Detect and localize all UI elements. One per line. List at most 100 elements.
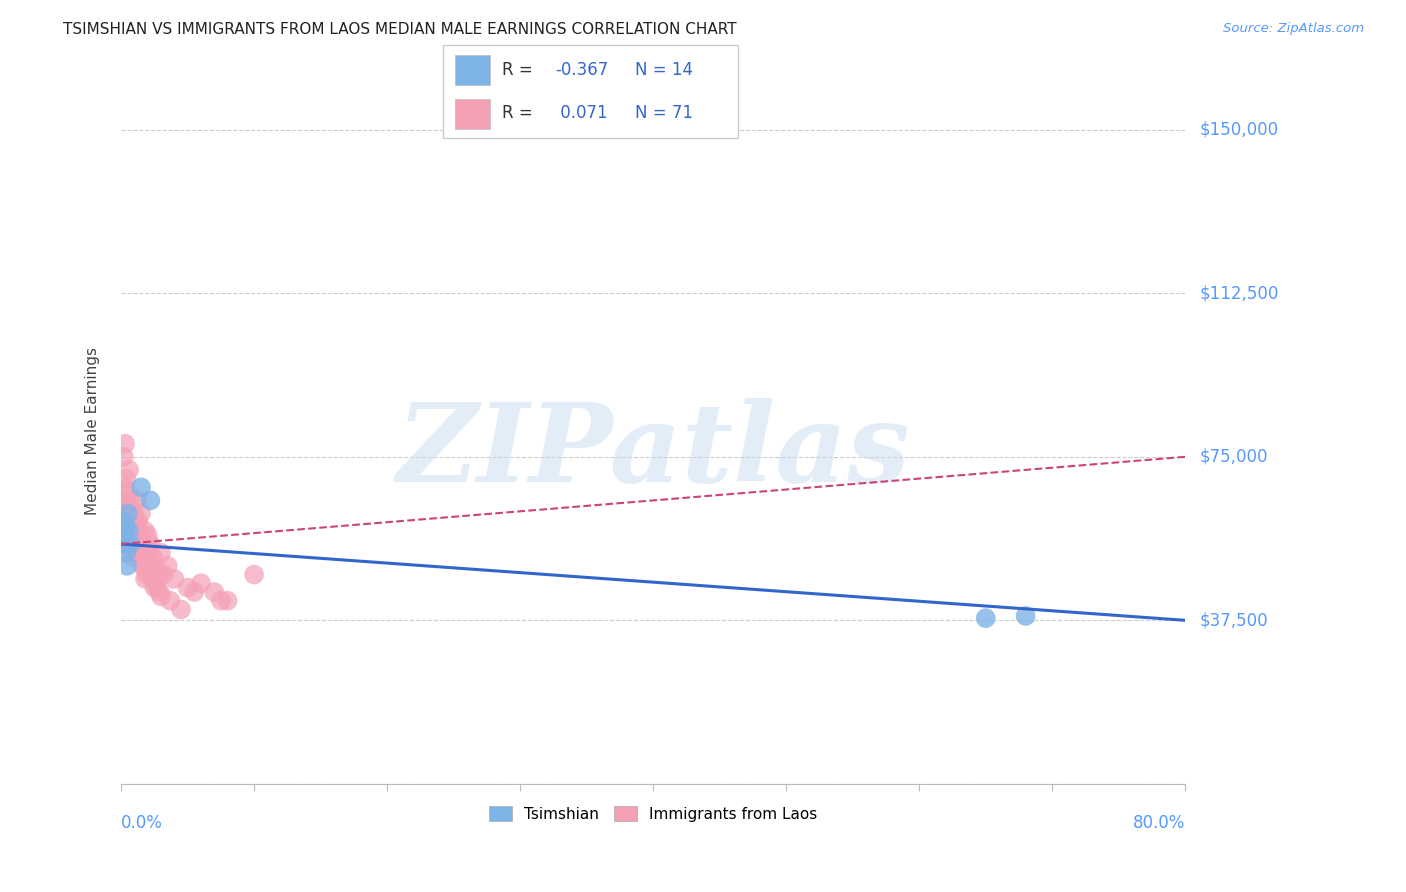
Point <box>156 558 179 573</box>
Point <box>127 524 149 538</box>
Point <box>129 507 152 521</box>
Point <box>117 484 139 499</box>
Point <box>121 528 143 542</box>
Point <box>150 546 173 560</box>
FancyBboxPatch shape <box>443 45 738 138</box>
Point <box>131 558 153 573</box>
Point <box>129 550 152 565</box>
Text: 0.071: 0.071 <box>555 104 607 122</box>
Text: $112,500: $112,500 <box>1199 285 1278 302</box>
Point <box>122 533 145 547</box>
Point <box>134 572 156 586</box>
Point <box>129 480 152 494</box>
Point <box>128 528 150 542</box>
Point <box>112 537 135 551</box>
Point <box>135 567 157 582</box>
Point <box>120 493 142 508</box>
Point <box>127 515 149 529</box>
Point <box>118 515 141 529</box>
Point <box>146 581 169 595</box>
Point <box>114 524 136 538</box>
Text: $75,000: $75,000 <box>1199 448 1268 466</box>
Point <box>114 502 136 516</box>
Point <box>202 585 225 599</box>
Y-axis label: Median Male Earnings: Median Male Earnings <box>86 347 100 515</box>
Point <box>243 567 266 582</box>
Point <box>114 537 136 551</box>
Point <box>112 528 135 542</box>
Text: 0.0%: 0.0% <box>121 814 163 832</box>
Point <box>115 472 138 486</box>
Text: R =: R = <box>502 61 533 78</box>
Point <box>145 558 167 573</box>
Point <box>117 507 139 521</box>
Point <box>115 537 138 551</box>
Text: -0.367: -0.367 <box>555 61 609 78</box>
FancyBboxPatch shape <box>454 99 491 129</box>
Point <box>118 524 141 538</box>
Point <box>114 436 136 450</box>
Point <box>124 546 146 560</box>
Point <box>111 515 134 529</box>
Point <box>139 493 162 508</box>
Point <box>142 550 165 565</box>
Point <box>115 546 138 560</box>
Point <box>209 593 232 607</box>
Point <box>115 502 138 516</box>
Point <box>134 524 156 538</box>
Point <box>1014 609 1036 624</box>
Point <box>139 537 162 551</box>
Text: R =: R = <box>502 104 533 122</box>
Point <box>163 572 186 586</box>
Point <box>114 480 136 494</box>
Point <box>131 537 153 551</box>
Point <box>150 590 173 604</box>
Point <box>122 515 145 529</box>
Text: TSIMSHIAN VS IMMIGRANTS FROM LAOS MEDIAN MALE EARNINGS CORRELATION CHART: TSIMSHIAN VS IMMIGRANTS FROM LAOS MEDIAN… <box>63 22 737 37</box>
Point <box>122 515 145 529</box>
Point <box>120 524 142 538</box>
Point <box>114 493 136 508</box>
Point <box>121 550 143 565</box>
Point <box>974 611 997 625</box>
Point <box>176 581 198 595</box>
Text: $150,000: $150,000 <box>1199 120 1278 139</box>
Text: Source: ZipAtlas.com: Source: ZipAtlas.com <box>1223 22 1364 36</box>
Point <box>149 585 172 599</box>
Point <box>118 463 141 477</box>
Point <box>117 524 139 538</box>
Point <box>152 567 174 582</box>
Point <box>217 593 239 607</box>
Point <box>138 541 160 556</box>
Point <box>120 502 142 516</box>
Point <box>170 602 193 616</box>
Text: ZIPatlas: ZIPatlas <box>396 398 910 506</box>
Text: N = 14: N = 14 <box>636 61 693 78</box>
Point <box>125 537 148 551</box>
Point <box>120 537 142 551</box>
Point <box>183 585 205 599</box>
Point <box>132 550 155 565</box>
Point <box>127 515 149 529</box>
Point <box>124 507 146 521</box>
Point <box>121 537 143 551</box>
Point <box>143 581 166 595</box>
Point <box>159 593 181 607</box>
Point <box>112 450 135 464</box>
Point <box>112 524 135 538</box>
Point <box>136 558 159 573</box>
Point <box>148 567 170 582</box>
Point <box>190 576 212 591</box>
Point <box>115 558 138 573</box>
FancyBboxPatch shape <box>454 55 491 85</box>
Point <box>141 567 163 582</box>
Point <box>118 515 141 529</box>
Point <box>128 537 150 551</box>
Point <box>135 546 157 560</box>
Point <box>114 515 136 529</box>
Point <box>132 558 155 573</box>
Legend: Tsimshian, Immigrants from Laos: Tsimshian, Immigrants from Laos <box>481 798 825 830</box>
Point <box>117 507 139 521</box>
Point <box>125 524 148 538</box>
Text: 80.0%: 80.0% <box>1133 814 1185 832</box>
